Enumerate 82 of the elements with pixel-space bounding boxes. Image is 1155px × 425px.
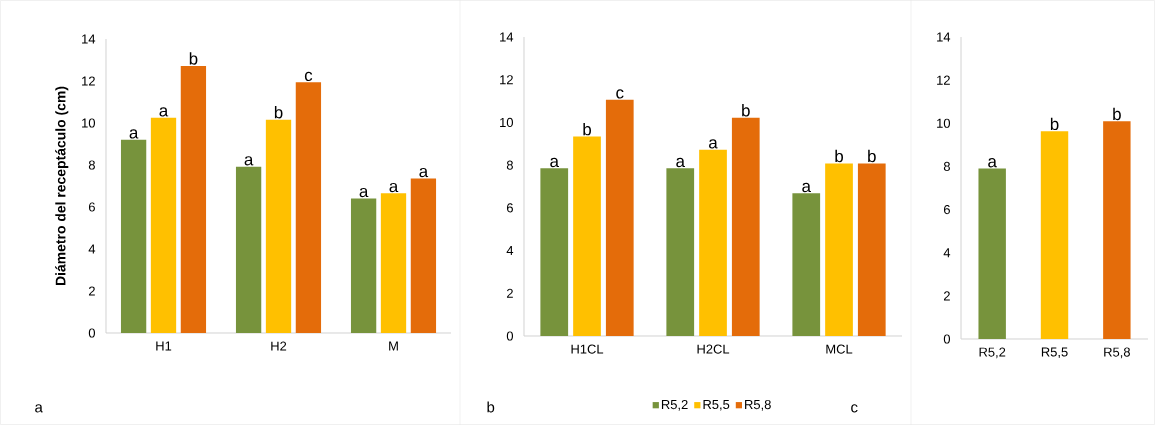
annotation: b [583,122,592,136]
x-tick-label: H2CL [697,344,730,354]
y-tick-label: 12 [500,75,513,85]
annotation: b [742,104,750,117]
y-tick-label: 4 [506,246,514,256]
annotation: b [1050,117,1059,131]
annotation: a [129,129,139,139]
bar [666,168,695,336]
y-tick-label: 8 [88,160,95,170]
y-tick-label: 14 [937,32,951,42]
x-tick-label: R5,8 [1104,347,1130,359]
annotation: a [359,187,369,198]
legend-label: R5,8 [745,399,771,411]
bar [857,163,886,336]
annotation: b [189,52,198,65]
bar [120,139,147,333]
x-tick-label: R5,2 [979,347,1006,359]
y-tick-label: 6 [943,204,950,215]
bar [235,166,262,333]
y-tick-label: 14 [500,32,514,42]
y-tick-label: 4 [88,244,96,254]
bar [380,193,407,333]
annotation: a [244,156,254,166]
bar [731,117,760,336]
annotation: b [1113,107,1121,121]
bar [573,136,601,336]
annotation: a [676,157,685,168]
bar [699,149,727,336]
bar [540,168,569,336]
y-tick-label: 12 [937,75,950,85]
annotation: b [868,149,876,163]
bar [792,193,821,336]
x-tick-label: R5,5 [1041,347,1068,359]
bar [825,163,853,336]
y-tick-label: 2 [506,288,513,298]
bar [605,99,634,336]
annotation: a [709,139,718,149]
bar [180,65,207,333]
y-tick-label: 8 [943,161,950,172]
y-axis-title: Diámetro del receptáculo (cm) [55,86,69,286]
y-tick-label: 0 [88,328,96,338]
y-tick-label: 12 [82,76,95,86]
annotation: c [616,89,624,99]
y-tick-label: 6 [88,202,95,212]
x-tick-label: M [389,341,398,351]
annotation: a [159,107,169,117]
bar [410,178,437,333]
annotation: a [802,182,811,193]
bar [978,168,1006,339]
y-tick-label: 10 [937,118,951,128]
y-tick-label: 6 [506,203,513,213]
bar [150,117,177,333]
bar [1040,131,1069,339]
legend-label: R5,2 [661,399,688,411]
x-tick-label: H2 [271,341,287,351]
bar [265,119,292,333]
y-tick-label: 10 [500,117,514,128]
legend-label: R5,5 [703,400,730,411]
annotation: a [988,158,997,168]
annotation: a [419,167,429,178]
text: a [35,404,43,413]
bar [295,82,322,333]
y-tick-label: 0 [506,331,514,341]
bar [350,198,377,333]
x-tick-label: H1 [156,341,172,351]
y-tick-label: 10 [82,118,96,128]
y-tick-label: 14 [82,34,96,44]
y-tick-label: 4 [943,248,951,258]
x-tick-label: H1CL [571,344,604,354]
annotation: a [389,182,399,193]
text: c [851,404,858,413]
annotation: a [550,157,559,168]
annotation: b [835,149,844,163]
y-tick-label: 2 [943,291,950,301]
text: b [487,401,495,413]
y-tick-label: 0 [943,334,951,344]
y-tick-label: 8 [506,160,513,170]
annotation: b [274,106,283,119]
x-tick-label: MCL [826,344,853,354]
y-tick-label: 2 [88,286,95,296]
bar [1103,121,1131,339]
annotation: c [304,71,313,82]
